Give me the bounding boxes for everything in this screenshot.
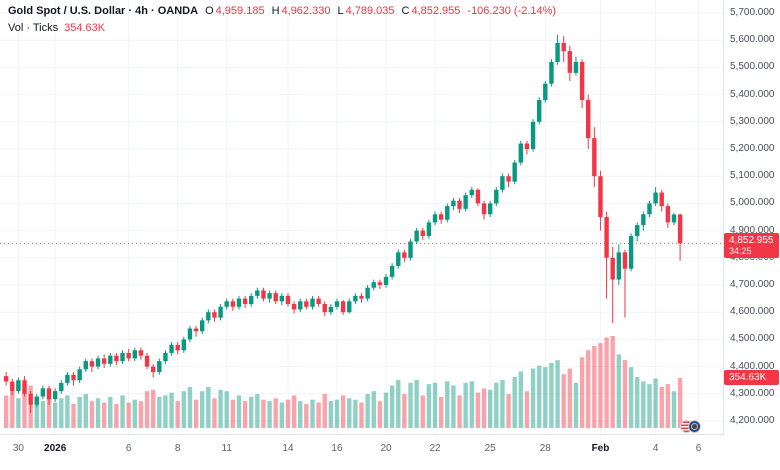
price-axis-label: 5,000.000	[730, 197, 775, 209]
price-axis-label: 5,700.000	[730, 7, 775, 18]
time-axis-label[interactable]: 6	[695, 443, 702, 454]
bar-countdown: 34:25	[729, 246, 752, 257]
candlestick-chart[interactable]	[0, 0, 723, 435]
change-value: -106.230 (-2.14%)	[467, 5, 557, 17]
time-axis-label[interactable]: 16	[331, 443, 343, 454]
price-axis-label: 4,700.000	[730, 279, 775, 290]
time-axis-label[interactable]: 28	[539, 443, 551, 454]
ohlc-value: 4,789.035	[345, 5, 395, 17]
price-axis-label: 5,600.000	[730, 34, 775, 46]
price-axis-label: 5,300.000	[730, 115, 775, 127]
instrument-logos	[680, 420, 701, 433]
price-axis-label: 4,900.000	[730, 224, 775, 236]
ohlc-key: H	[271, 5, 280, 17]
ohlc-value: 4,852.955	[411, 5, 461, 17]
price-axis[interactable]: 4,852.955 34:25 354.63K 5,700.000 5,600.0…	[723, 0, 780, 435]
last-price-badge: 4,852.955 34:25	[724, 233, 779, 259]
price-axis-label: 5,400.000	[730, 88, 775, 100]
ohlc-key: L	[337, 5, 344, 17]
symbol-row: Gold Spot / U.S. Dollar · 4h · OANDA O 4,9…	[8, 5, 556, 17]
volume-badge: 354.63K	[724, 369, 779, 385]
ohlc-values: O 4,959.185 H 4,962.330 L 4,789.035 C 4,852.955	[198, 5, 460, 17]
time-axis-label[interactable]: Feb	[591, 443, 610, 454]
price-axis-label: 4,600.000	[730, 306, 775, 318]
price-axis-label: 4,400.000	[730, 360, 775, 372]
price-axis-label: 5,500.000	[730, 61, 775, 73]
time-axis-label[interactable]: 30	[12, 443, 24, 454]
price-axis-label: 5,200.000	[730, 143, 775, 154]
legend: Gold Spot / U.S. Dollar · 4h · OANDA O 4,9…	[8, 5, 556, 34]
volume-indicator-value: 354.63K	[64, 22, 106, 34]
time-axis[interactable]: 30 2026 6 8 11 14 16 20 22 25 28 Feb 4 6	[0, 434, 723, 470]
time-axis-label[interactable]: 22	[429, 443, 441, 454]
time-axis-label[interactable]: 25	[484, 443, 496, 454]
volume-indicator-label[interactable]: Vol · Ticks	[8, 22, 59, 34]
price-axis-label: 4,500.000	[730, 333, 775, 345]
symbol-flag-icon	[688, 420, 701, 433]
volume-row: Vol · Ticks 354.63K	[8, 22, 556, 34]
time-axis-label[interactable]: 4	[652, 443, 659, 454]
chart-pane[interactable]: Gold Spot / U.S. Dollar · 4h · OANDA O 4,9…	[0, 0, 723, 435]
time-axis-label[interactable]: 20	[380, 443, 392, 454]
price-axis-label: 5,100.000	[730, 170, 775, 182]
price-axis-label: 4,200.000	[730, 415, 775, 426]
ohlc-key: C	[401, 5, 410, 17]
ohlc-key: O	[205, 5, 214, 17]
time-axis-label[interactable]: 14	[282, 443, 294, 454]
time-axis-label[interactable]: 11	[221, 443, 232, 454]
ohlc-value: 4,959.185	[215, 5, 265, 17]
time-axis-label[interactable]: 6	[125, 443, 132, 454]
ohlc-value: 4,962.330	[281, 5, 331, 17]
last-price-value: 4,852.955	[729, 235, 774, 247]
time-axis-label[interactable]: 2026	[44, 443, 67, 454]
time-axis-label[interactable]: 8	[174, 443, 181, 454]
symbol-title[interactable]: Gold Spot / U.S. Dollar · 4h · OANDA	[8, 5, 199, 17]
price-axis-label: 4,300.000	[730, 387, 775, 399]
